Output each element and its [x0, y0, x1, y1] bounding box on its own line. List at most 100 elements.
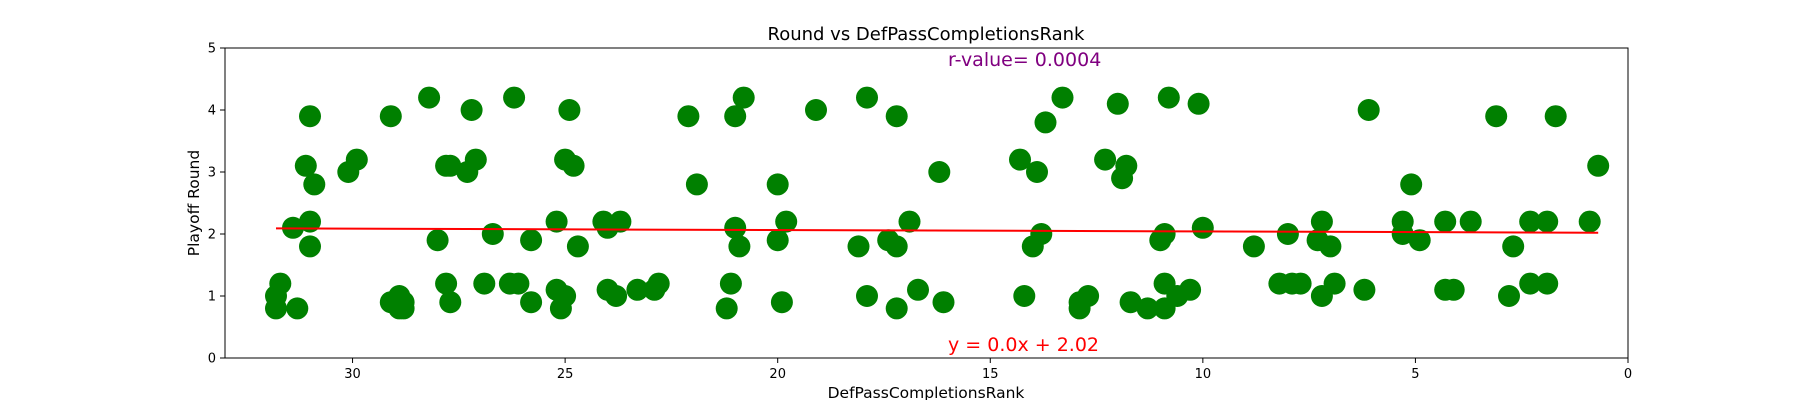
- data-point: [1485, 105, 1508, 128]
- data-point: [1357, 99, 1380, 121]
- data-point: [732, 86, 755, 109]
- data-point: [426, 229, 449, 252]
- regression-line: [275, 227, 1599, 234]
- data-point: [1187, 92, 1210, 115]
- data-point: [1009, 148, 1031, 171]
- data-point: [1319, 235, 1342, 258]
- data-point: [1179, 278, 1202, 301]
- y-tick-label: 2: [208, 228, 216, 243]
- data-point: [520, 229, 543, 252]
- data-point: [473, 272, 496, 295]
- data-point: [1519, 210, 1542, 233]
- y-axis-label: Playoff Round: [185, 150, 203, 256]
- data-point: [1502, 235, 1525, 258]
- data-point: [1578, 210, 1601, 233]
- data-point: [907, 278, 929, 301]
- data-point: [303, 173, 326, 196]
- data-point: [562, 154, 585, 177]
- data-point: [265, 297, 287, 320]
- data-point: [1587, 154, 1610, 177]
- data-point: [647, 272, 670, 295]
- data-point: [1323, 272, 1346, 295]
- data-point: [677, 105, 700, 128]
- data-point: [1034, 111, 1057, 134]
- data-point: [299, 105, 321, 128]
- data-point: [1157, 86, 1180, 109]
- data-point: [609, 210, 632, 233]
- data-point: [1353, 278, 1376, 301]
- data-point: [805, 99, 827, 121]
- data-point: [1094, 148, 1117, 171]
- y-tick-label: 3: [208, 166, 216, 181]
- x-tick-label: 10: [1195, 367, 1212, 382]
- y-tick-label: 1: [208, 290, 216, 305]
- fit-line-layer: [275, 227, 1599, 234]
- data-point: [269, 272, 292, 295]
- data-point: [1051, 86, 1074, 109]
- points-layer: [265, 86, 1610, 320]
- data-point: [626, 278, 649, 301]
- data-point: [724, 216, 747, 239]
- data-point: [1119, 291, 1142, 314]
- data-point: [503, 86, 526, 109]
- data-point: [1077, 285, 1100, 307]
- data-point: [1519, 272, 1542, 295]
- data-point: [1544, 105, 1567, 128]
- data-point: [1115, 154, 1138, 177]
- data-point: [605, 285, 628, 307]
- x-tick-label: 30: [344, 367, 361, 382]
- data-point: [558, 99, 581, 121]
- data-point: [770, 291, 793, 314]
- data-point: [1030, 223, 1053, 245]
- data-point: [294, 154, 317, 177]
- data-point: [1136, 297, 1159, 320]
- data-point: [299, 235, 321, 258]
- data-point: [379, 105, 402, 128]
- regression-equation: y = 0.0x + 2.02: [948, 334, 1099, 356]
- data-point: [847, 235, 870, 258]
- data-point: [554, 285, 577, 307]
- data-point: [392, 291, 415, 314]
- data-point: [299, 210, 321, 233]
- data-point: [1026, 161, 1048, 183]
- data-point: [856, 285, 878, 307]
- y-ticks: 0 1 2 3 4 5: [208, 42, 225, 367]
- data-point: [1310, 210, 1333, 233]
- data-point: [928, 161, 951, 183]
- x-tick-label: 5: [1411, 367, 1419, 382]
- data-point: [439, 154, 462, 177]
- x-tick-label: 0: [1624, 367, 1632, 382]
- data-point: [885, 235, 908, 258]
- data-point: [932, 291, 955, 314]
- data-point: [1191, 216, 1214, 239]
- data-point: [566, 235, 589, 258]
- data-point: [856, 86, 878, 109]
- data-point: [1408, 229, 1431, 252]
- data-point: [1459, 210, 1482, 233]
- data-point: [1498, 285, 1520, 307]
- data-point: [898, 210, 921, 233]
- y-tick-label: 4: [208, 104, 216, 119]
- data-point: [724, 105, 747, 128]
- data-point: [1536, 210, 1559, 233]
- data-point: [545, 210, 568, 233]
- x-tick-label: 25: [557, 367, 574, 382]
- data-point: [1536, 272, 1559, 295]
- data-point: [1434, 210, 1457, 233]
- plot-frame: [224, 47, 1629, 359]
- data-point: [1013, 285, 1036, 307]
- data-point: [885, 105, 908, 128]
- data-point: [775, 210, 798, 233]
- data-point: [1106, 92, 1129, 115]
- data-point: [1289, 272, 1312, 295]
- data-point: [286, 297, 309, 320]
- y-tick-label: 0: [208, 352, 216, 367]
- data-point: [345, 148, 368, 171]
- x-tick-label: 20: [769, 367, 786, 382]
- r-value-annotation: r-value= 0.0004: [948, 49, 1101, 71]
- data-point: [766, 173, 789, 196]
- data-point: [885, 297, 908, 320]
- data-point: [728, 235, 751, 258]
